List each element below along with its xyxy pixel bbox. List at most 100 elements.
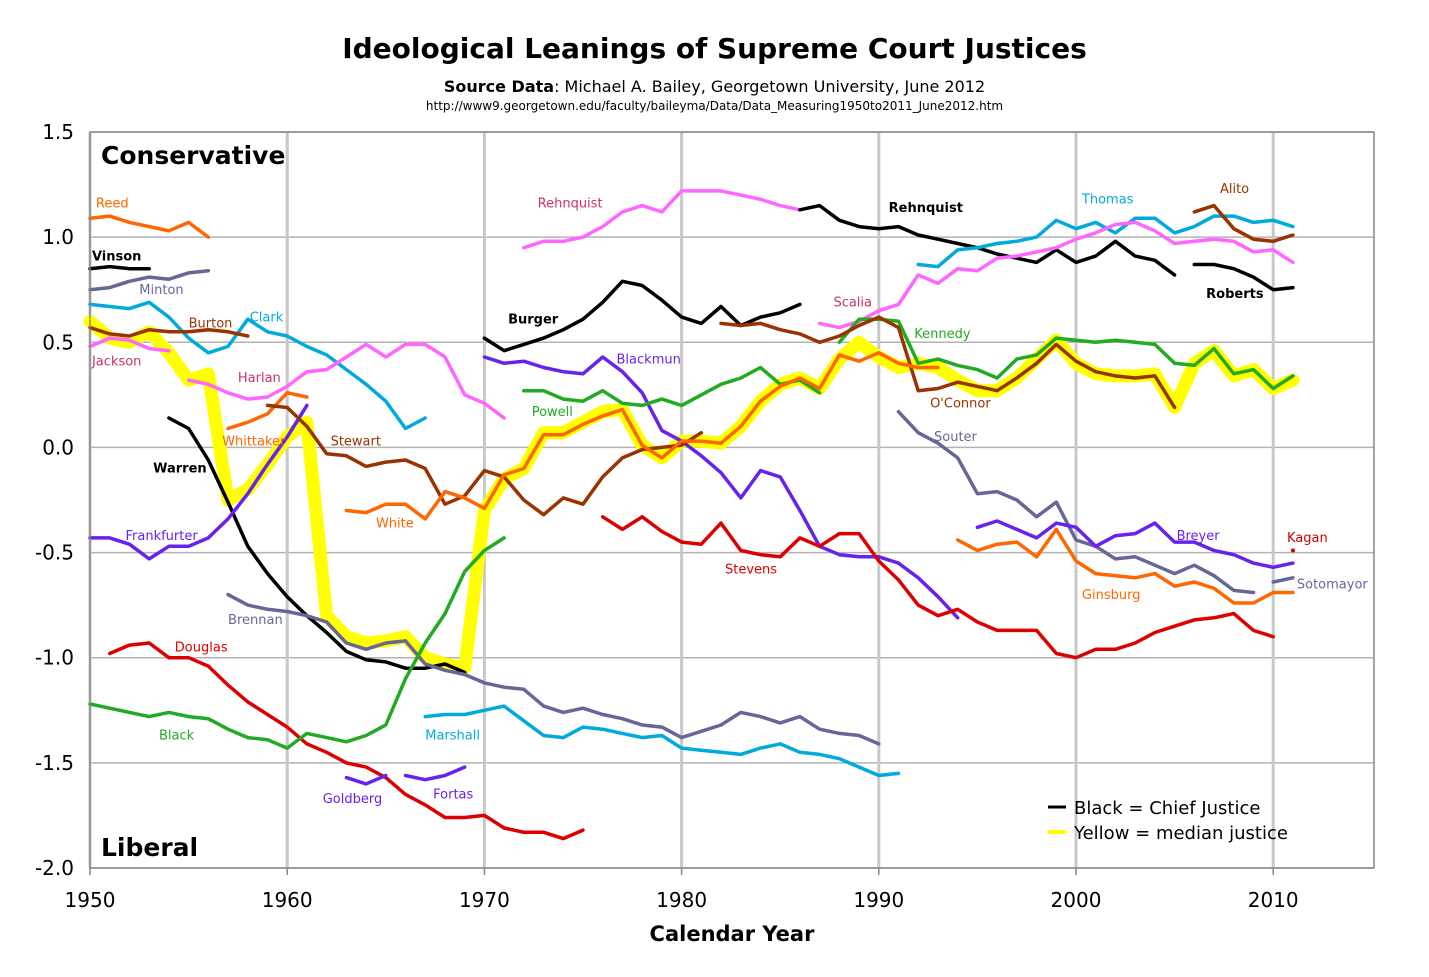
- series-label-jackson: Jackson: [91, 354, 141, 369]
- series-labels: Reed Vinson Minton Clark Burton Jackson Harlan…: [91, 182, 1368, 807]
- series-label-marshall: Marshall: [425, 729, 480, 744]
- series-label-burger: Burger: [508, 312, 559, 327]
- series-label-rehnquist: Rehnquist: [889, 201, 963, 216]
- x-tick-label: 1950: [65, 888, 116, 912]
- series-line-o-connor: [719, 315, 1177, 410]
- series-label-douglas: Douglas: [175, 640, 228, 655]
- x-tick-label: 2000: [1051, 888, 1102, 912]
- x-tick-label: 1990: [853, 888, 904, 912]
- chart-title: Ideological Leanings of Supreme Court Ju…: [342, 32, 1087, 65]
- y-tick-label: -1.0: [35, 646, 74, 670]
- series-line-roberts: [1192, 262, 1295, 292]
- series-label-brennan: Brennan: [228, 613, 283, 628]
- series-line-rehnquist: [522, 189, 802, 250]
- series-label-black: Black: [159, 729, 195, 744]
- series-label-scalia: Scalia: [833, 296, 872, 311]
- series-line-ginsburg: [955, 527, 1295, 605]
- series-label-white: White: [376, 516, 414, 531]
- series-line-jackson: [88, 336, 171, 353]
- series-line-scalia: [817, 220, 1295, 330]
- subtitle-bold: Source Data: [443, 77, 555, 96]
- x-axis-title: Calendar Year: [650, 922, 816, 946]
- series-label-harlan: Harlan: [238, 371, 281, 386]
- series-line-burger: [482, 279, 802, 353]
- series-label-fortas: Fortas: [433, 788, 473, 803]
- y-tick-label: -1.5: [35, 751, 74, 775]
- series-line-brennan: [226, 592, 881, 746]
- plot-area-border: [89, 131, 1375, 869]
- series-line-sotomayor: [1271, 576, 1295, 584]
- y-tick-label: -0.5: [35, 541, 74, 565]
- series-line-white: [344, 351, 940, 521]
- series-label-powell: Powell: [532, 405, 573, 420]
- series-line-breyer: [975, 519, 1295, 570]
- series-line-fortas: [403, 765, 467, 782]
- series-label-reed: Reed: [96, 197, 129, 212]
- series-line-goldberg: [344, 773, 388, 786]
- series-line-black: [88, 536, 506, 750]
- y-tick-label: 0.0: [42, 435, 74, 459]
- y-tick-label: -2.0: [35, 856, 74, 880]
- y-tick-label: 1.0: [42, 225, 74, 249]
- y-tick-label: 0.5: [42, 330, 74, 354]
- y-tick-label: 1.5: [42, 120, 74, 144]
- series-label-stewart: Stewart: [331, 434, 381, 449]
- series-label-burton: Burton: [189, 317, 233, 332]
- series-label-ginsburg: Ginsburg: [1082, 588, 1141, 603]
- series-label-clark: Clark: [250, 310, 284, 325]
- series-line-rehnquist-chief: [798, 203, 1177, 277]
- legend-text-black: Black = Chief Justice: [1074, 798, 1260, 819]
- series-label-kennedy: Kennedy: [914, 327, 971, 342]
- series-label-stevens: Stevens: [725, 563, 777, 578]
- series-label-souter: Souter: [934, 430, 978, 445]
- source-url: http://www9.georgetown.edu/faculty/baile…: [425, 99, 1004, 113]
- series-label-rehnquist: Rehnquist: [538, 197, 603, 212]
- legend: Black = Chief Justice Yellow = median ju…: [1048, 798, 1288, 844]
- series-line-souter: [896, 409, 1256, 595]
- chart-subtitle: Source Data: Michael A. Bailey, Georgeto…: [0, 77, 1429, 96]
- series-label-minton: Minton: [139, 283, 183, 298]
- series-label-breyer: Breyer: [1177, 529, 1221, 544]
- series-line-powell: [522, 365, 822, 408]
- series-label-sotomayor: Sotomayor: [1297, 577, 1369, 592]
- series-line-stevens: [600, 515, 1275, 660]
- series-label-alito: Alito: [1220, 182, 1249, 197]
- x-tick-label: 1970: [459, 888, 510, 912]
- series-line-minton: [88, 269, 211, 292]
- series-line-vinson: [88, 264, 151, 271]
- series-line-douglas: [107, 641, 585, 841]
- series-label-thomas: Thomas: [1081, 192, 1134, 207]
- series-line-alito: [1192, 203, 1295, 244]
- series-line-whittaker: [226, 391, 309, 431]
- series-label-o-connor: O'Connor: [930, 396, 991, 411]
- series-line-burton: [88, 325, 250, 338]
- series-layer: [88, 189, 1295, 841]
- x-tick-label: 1980: [656, 888, 707, 912]
- series-point-kagan: [1290, 548, 1295, 553]
- series-line-blackmun: [482, 355, 960, 620]
- subtitle-rest: : Michael A. Bailey, Georgetown Universi…: [554, 77, 986, 96]
- series-line-kennedy: [837, 317, 1295, 391]
- corner-liberal: Liberal: [101, 833, 198, 862]
- series-label-whittaker: Whittaker: [222, 434, 286, 449]
- series-label-vinson: Vinson: [92, 249, 141, 264]
- x-tick-label: 1960: [262, 888, 313, 912]
- series-line-warren: [167, 416, 467, 675]
- axis-ticks: 1.5 1.0 0.5 0.0 -0.5 -1.0 -1.5 -2.0 1950 1960 1970…: [35, 120, 1299, 912]
- series-line-clark: [88, 300, 427, 431]
- legend-text-yellow: Yellow = median justice: [1073, 823, 1288, 844]
- series-label-frankfurter: Frankfurter: [125, 529, 198, 544]
- series-label-kagan: Kagan: [1287, 531, 1328, 546]
- series-line-marshall: [423, 704, 901, 778]
- series-label-blackmun: Blackmun: [617, 352, 681, 367]
- series-line-frankfurter: [88, 403, 309, 561]
- series-label-goldberg: Goldberg: [323, 792, 383, 807]
- x-tick-label: 2010: [1248, 888, 1299, 912]
- series-label-roberts: Roberts: [1206, 287, 1264, 302]
- series-line-harlan: [186, 342, 506, 420]
- series-line-stewart: [265, 403, 704, 517]
- series-line-reed: [88, 214, 211, 239]
- series-label-warren: Warren: [153, 462, 207, 477]
- corner-conservative: Conservative: [101, 141, 285, 170]
